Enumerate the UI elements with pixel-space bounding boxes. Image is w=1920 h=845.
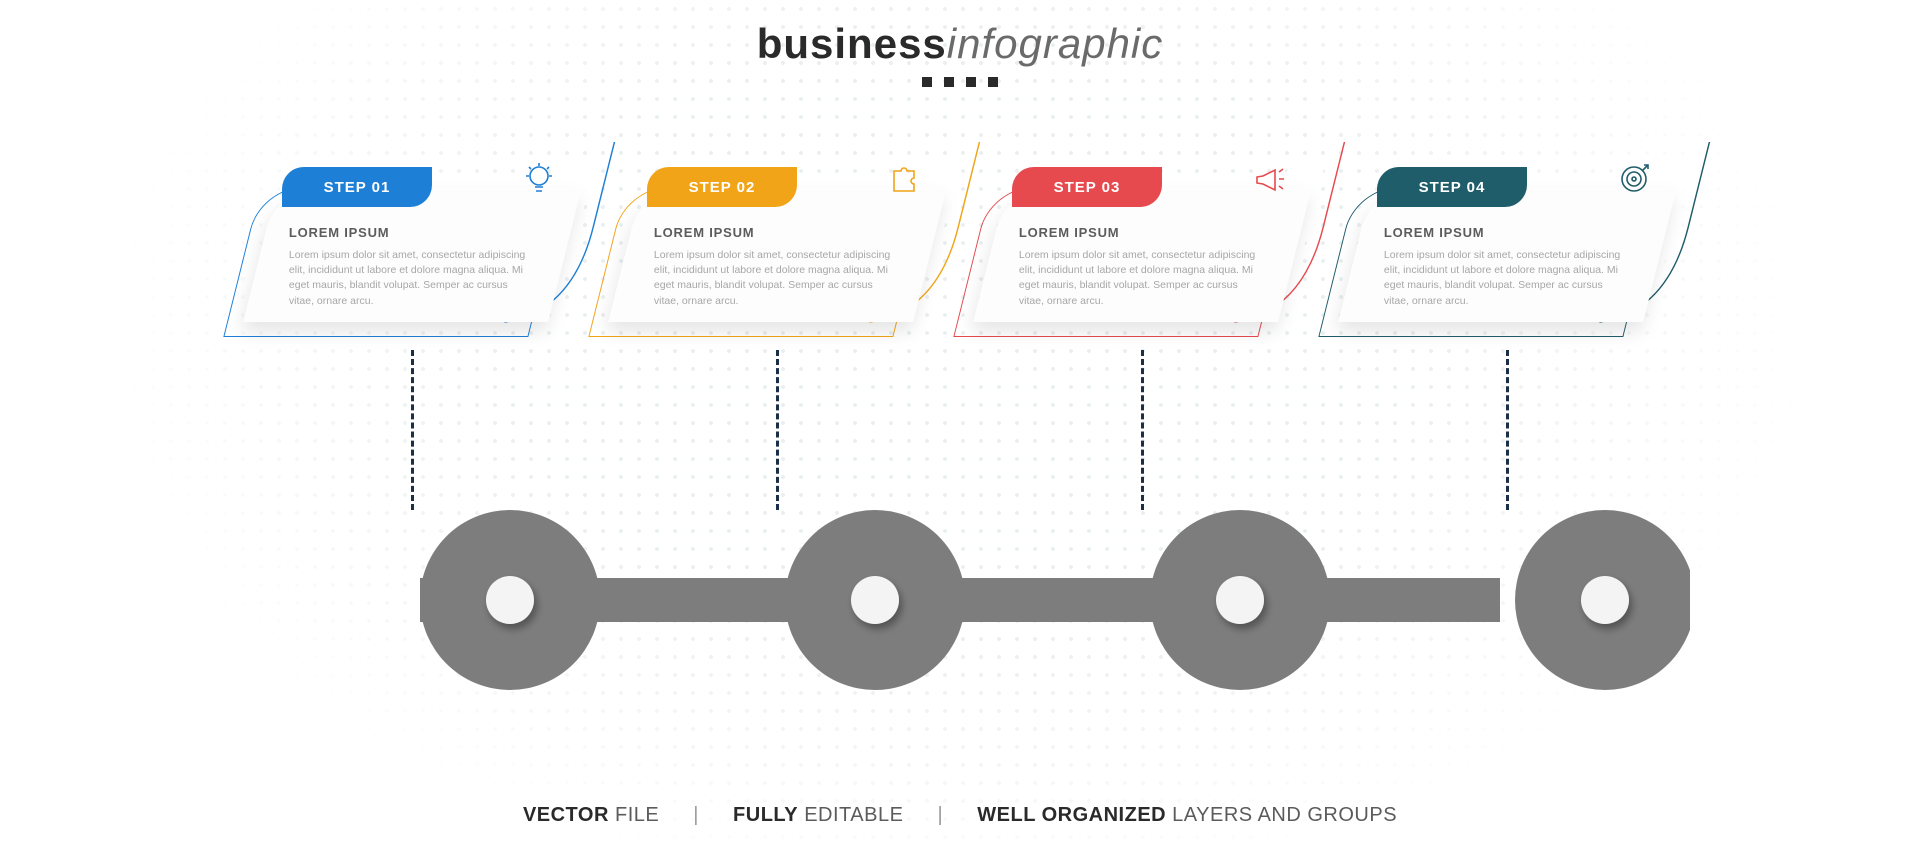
footer-separator: | <box>938 804 944 826</box>
step-heading: LOREM IPSUM <box>1019 225 1264 240</box>
footer-light: FILE <box>609 804 659 826</box>
steps-row: STEP 01 LOREM IPSUM Lorem ipsum dolor si… <box>0 147 1920 510</box>
timeline-node <box>486 576 534 624</box>
lightbulb-icon <box>519 159 559 199</box>
timeline-node <box>1216 576 1264 624</box>
step-label: STEP 04 <box>1419 179 1486 196</box>
megaphone-icon <box>1249 159 1289 199</box>
timeline-node <box>1581 576 1629 624</box>
step-tab: STEP 04 <box>1377 167 1527 207</box>
title-word-2: infographic <box>947 20 1163 67</box>
dashed-connector <box>1141 350 1144 510</box>
main-title: businessinfographic <box>0 0 1920 68</box>
timeline <box>0 500 1920 710</box>
footer-bold: FULLY <box>733 804 798 826</box>
step-3: STEP 03 LOREM IPSUM Lorem ipsum dolor si… <box>990 147 1295 510</box>
dashed-connector <box>411 350 414 510</box>
step-tab: STEP 01 <box>282 167 432 207</box>
step-tab: STEP 03 <box>1012 167 1162 207</box>
footer-light: EDITABLE <box>798 804 903 826</box>
step-body: Lorem ipsum dolor sit amet, consectetur … <box>289 248 534 309</box>
step-heading: LOREM IPSUM <box>289 225 534 240</box>
step-body: Lorem ipsum dolor sit amet, consectetur … <box>1019 248 1264 309</box>
footer-light: LAYERS AND GROUPS <box>1166 804 1397 826</box>
dashed-connector <box>776 350 779 510</box>
step-card: LOREM IPSUM Lorem ipsum dolor sit amet, … <box>608 187 947 322</box>
step-card: LOREM IPSUM Lorem ipsum dolor sit amet, … <box>1338 187 1677 322</box>
step-card: LOREM IPSUM Lorem ipsum dolor sit amet, … <box>973 187 1312 322</box>
step-tab: STEP 02 <box>647 167 797 207</box>
step-heading: LOREM IPSUM <box>1384 225 1629 240</box>
step-label: STEP 02 <box>689 179 756 196</box>
step-body: Lorem ipsum dolor sit amet, consectetur … <box>1384 248 1629 309</box>
step-body: Lorem ipsum dolor sit amet, consectetur … <box>654 248 899 309</box>
footer-separator: | <box>693 804 699 826</box>
title-decor-squares <box>0 74 1920 92</box>
footer-tags: VECTOR FILE | FULLY EDITABLE | WELL ORGA… <box>0 804 1920 827</box>
step-1: STEP 01 LOREM IPSUM Lorem ipsum dolor si… <box>260 147 565 510</box>
dashed-connector <box>1506 350 1509 510</box>
step-label: STEP 03 <box>1054 179 1121 196</box>
step-2: STEP 02 LOREM IPSUM Lorem ipsum dolor si… <box>625 147 930 510</box>
step-heading: LOREM IPSUM <box>654 225 899 240</box>
title-word-1: business <box>757 20 947 67</box>
step-card: LOREM IPSUM Lorem ipsum dolor sit amet, … <box>243 187 582 322</box>
step-4: STEP 04 LOREM IPSUM Lorem ipsum dolor si… <box>1355 147 1660 510</box>
target-icon <box>1614 159 1654 199</box>
footer-bold: VECTOR <box>523 804 609 826</box>
step-label: STEP 01 <box>324 179 391 196</box>
puzzle-icon <box>884 159 924 199</box>
footer-bold: WELL ORGANIZED <box>977 804 1166 826</box>
timeline-node <box>851 576 899 624</box>
